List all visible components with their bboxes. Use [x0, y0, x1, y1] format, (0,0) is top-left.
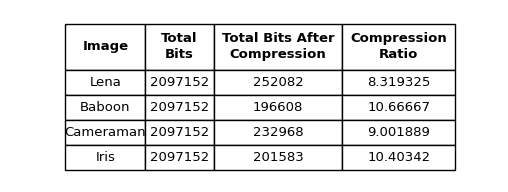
Text: 2097152: 2097152	[150, 76, 209, 89]
Bar	[213, 120, 342, 145]
Text: Cameraman: Cameraman	[65, 126, 146, 139]
Bar	[66, 145, 145, 170]
Bar	[145, 24, 213, 70]
Text: 8.319325: 8.319325	[367, 76, 430, 89]
Text: 196608: 196608	[252, 101, 303, 114]
Bar	[213, 24, 342, 70]
Text: Total
Bits: Total Bits	[161, 32, 198, 61]
Text: Image: Image	[82, 40, 129, 53]
Text: Iris: Iris	[96, 151, 115, 164]
Text: Lena: Lena	[89, 76, 121, 89]
Bar	[145, 145, 213, 170]
Bar	[342, 145, 455, 170]
Bar	[66, 95, 145, 120]
Text: Baboon: Baboon	[80, 101, 131, 114]
Bar	[66, 24, 145, 70]
Text: 2097152: 2097152	[150, 126, 209, 139]
Text: 201583: 201583	[252, 151, 303, 164]
Text: 2097152: 2097152	[150, 101, 209, 114]
Bar	[213, 145, 342, 170]
Text: 252082: 252082	[252, 76, 303, 89]
Text: 232968: 232968	[252, 126, 303, 139]
Bar	[342, 120, 455, 145]
Bar	[342, 24, 455, 70]
Bar	[342, 70, 455, 95]
Bar	[145, 120, 213, 145]
Text: 2097152: 2097152	[150, 151, 209, 164]
Bar	[213, 70, 342, 95]
Bar	[342, 95, 455, 120]
Bar	[66, 120, 145, 145]
Bar	[145, 70, 213, 95]
Text: 9.001889: 9.001889	[367, 126, 430, 139]
Text: Total Bits After
Compression: Total Bits After Compression	[221, 32, 334, 61]
Text: 10.40342: 10.40342	[367, 151, 430, 164]
Text: Compression
Ratio: Compression Ratio	[351, 32, 447, 61]
Text: 10.66667: 10.66667	[367, 101, 430, 114]
Bar	[145, 95, 213, 120]
Bar	[66, 70, 145, 95]
Bar	[213, 95, 342, 120]
